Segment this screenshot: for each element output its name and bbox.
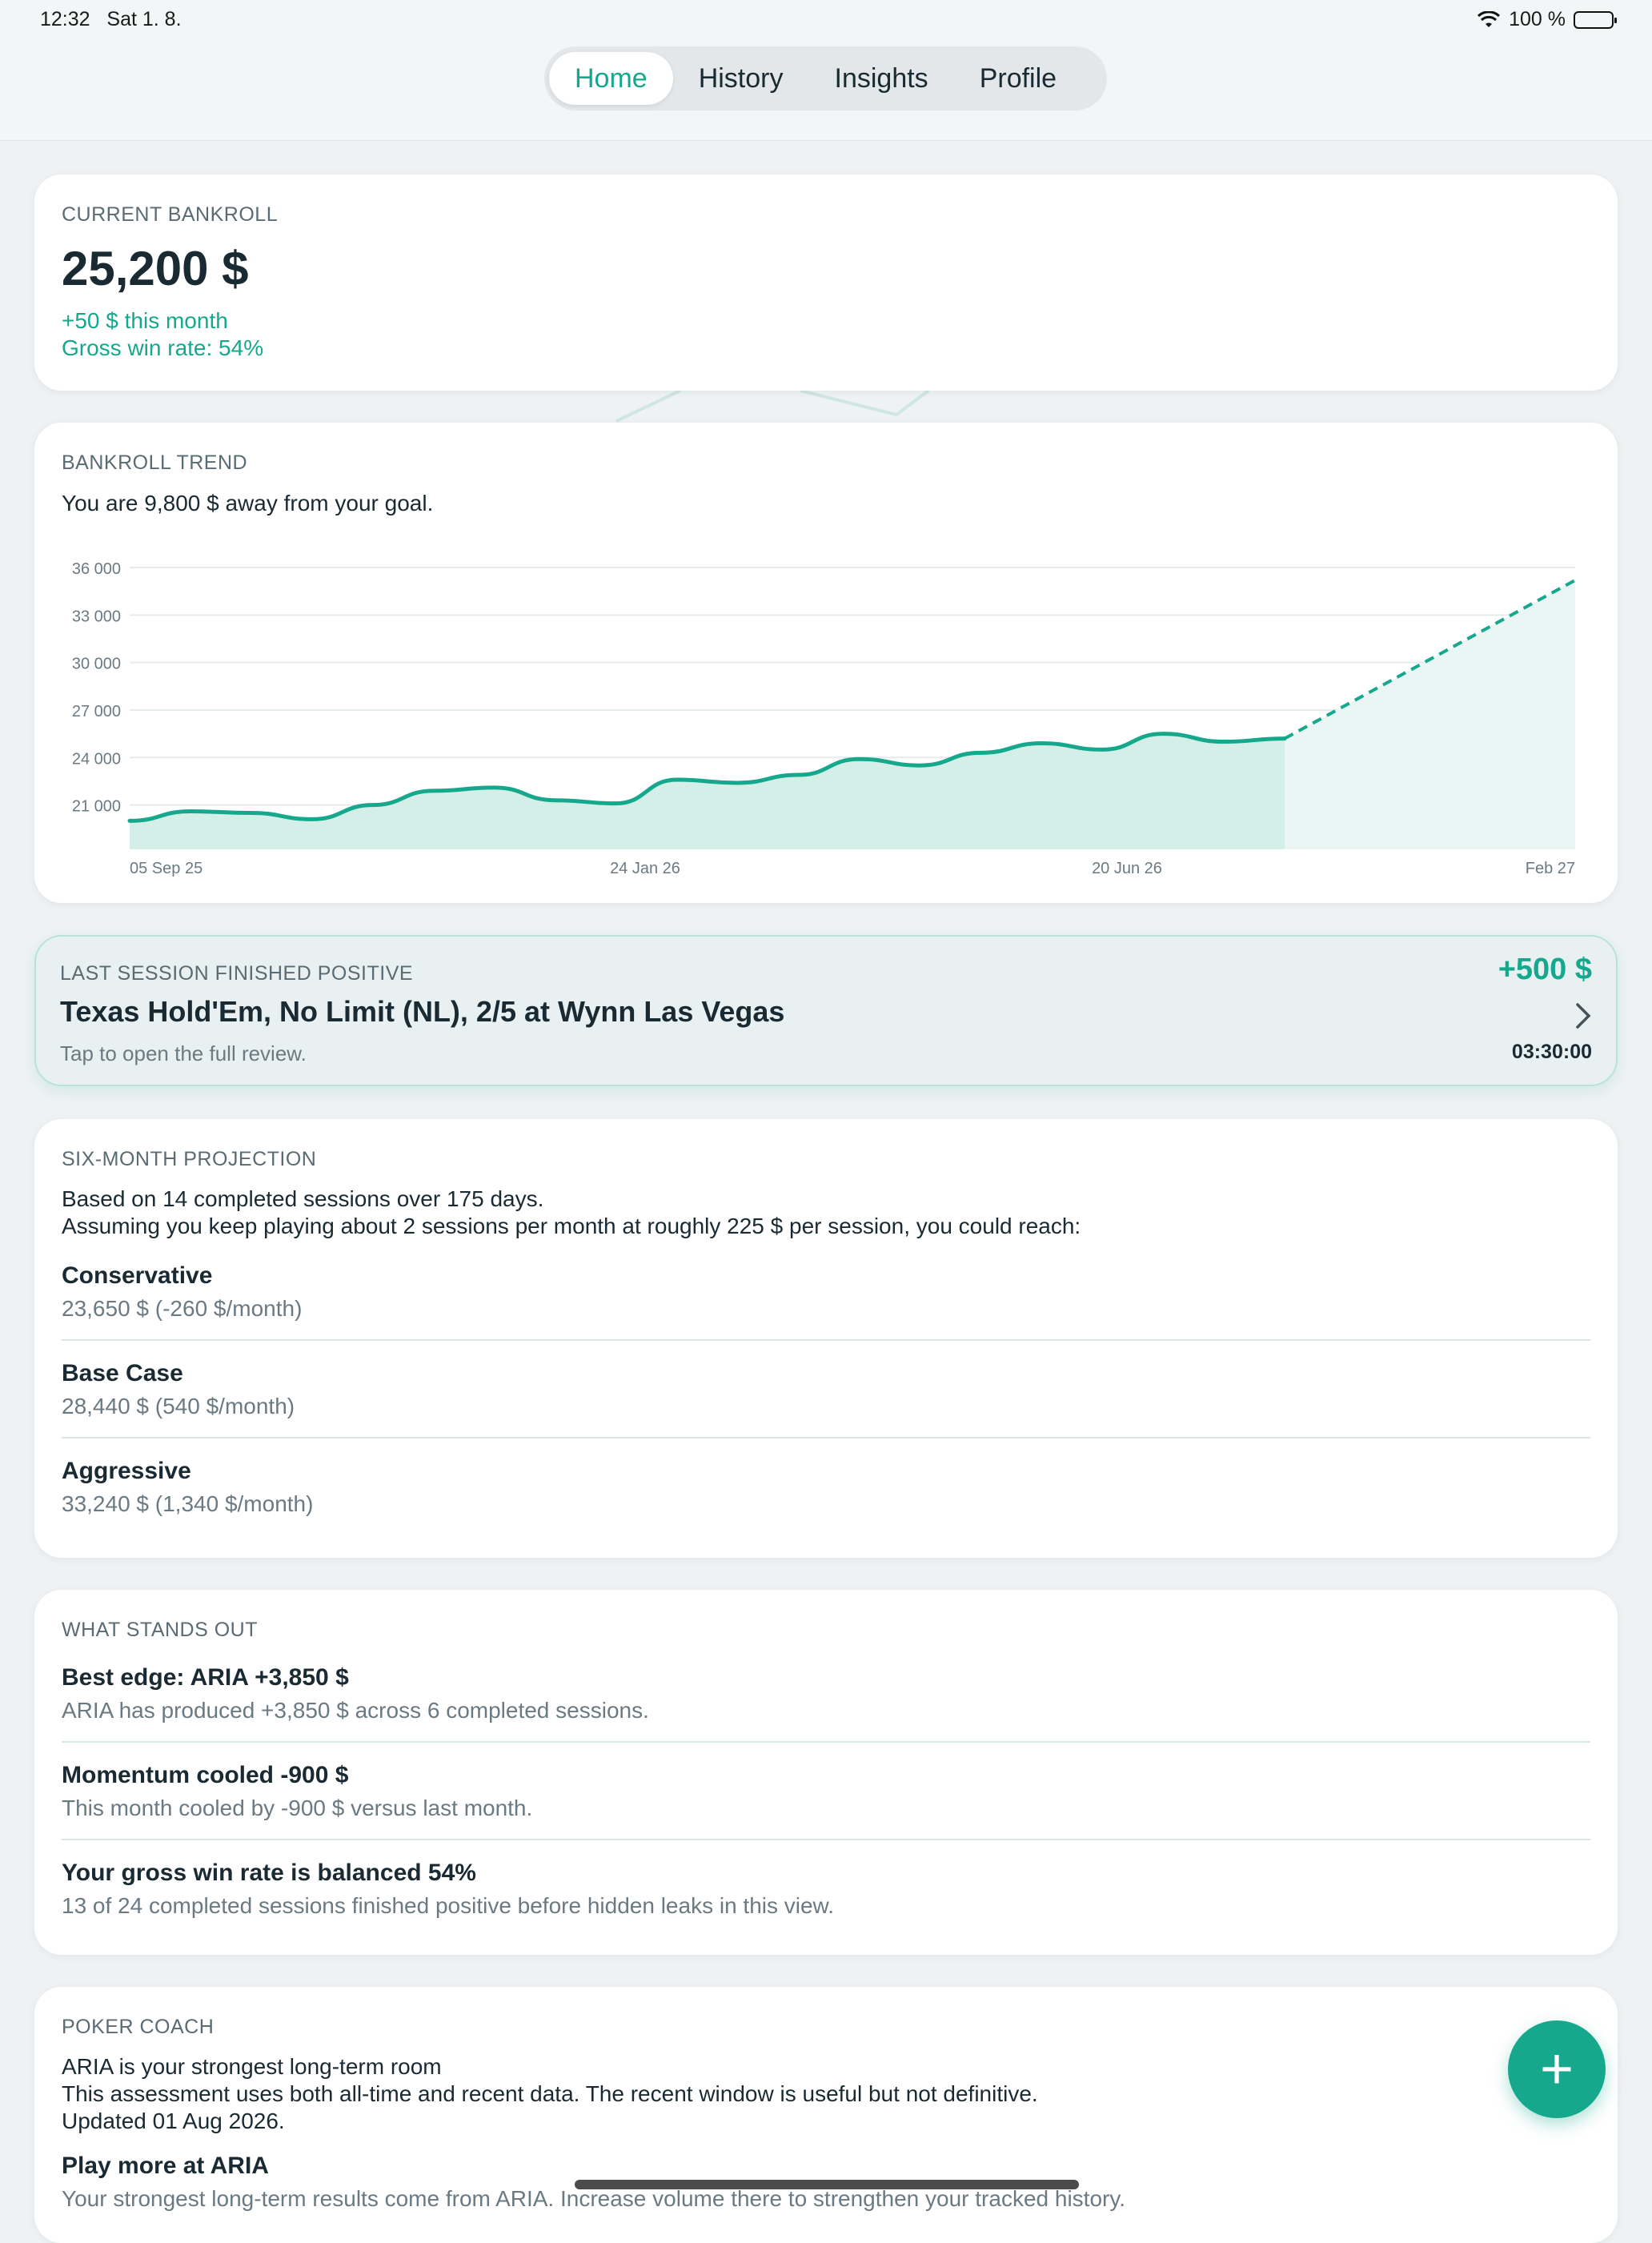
tab-profile[interactable]: Profile xyxy=(979,62,1057,94)
insight-detail: ARIA has produced +3,850 $ across 6 comp… xyxy=(62,1698,649,1723)
projection-line xyxy=(1284,579,1576,740)
tab-history[interactable]: History xyxy=(698,62,784,94)
battery-icon xyxy=(1574,10,1617,29)
bankroll-amount: 25,200 $ xyxy=(62,242,249,295)
current-bankroll-card[interactable]: CURRENT BANKROLL 25,200 $ +50 $ this mon… xyxy=(34,175,1618,391)
add-session-button[interactable]: + xyxy=(1508,2020,1606,2118)
history-area xyxy=(130,733,1285,849)
x-tick-label: 05 Sep 25 xyxy=(130,860,202,877)
y-tick-label: 36 000 xyxy=(72,560,121,578)
projection-area xyxy=(1285,580,1575,849)
divider xyxy=(62,1339,1590,1341)
insights-label: WHAT STANDS OUT xyxy=(62,1619,258,1641)
status-clock: 12:32 xyxy=(40,8,90,30)
projection-item-title: Conservative xyxy=(62,1262,213,1289)
last-session-card[interactable]: LAST SESSION FINISHED POSITIVE Texas Hol… xyxy=(34,935,1618,1086)
history-line xyxy=(127,732,1287,823)
last-session-label: LAST SESSION FINISHED POSITIVE xyxy=(60,962,414,985)
y-tick-label: 30 000 xyxy=(72,656,121,673)
wifi-icon xyxy=(1478,10,1501,27)
last-session-title: Texas Hold'Em, No Limit (NL), 2/5 at Wyn… xyxy=(60,995,785,1028)
insight-detail: 13 of 24 completed sessions finished pos… xyxy=(62,1893,835,1918)
trend-label: BANKROLL TREND xyxy=(62,451,248,474)
status-right: 100 % xyxy=(1477,8,1617,31)
x-tick-label: Feb 27 xyxy=(1526,860,1575,877)
bankroll-month-change: +50 $ this month xyxy=(62,308,228,333)
projection-item-title: Base Case xyxy=(62,1360,183,1386)
coach-line-3: Updated 01 Aug 2026. xyxy=(62,2109,285,2133)
trend-subtitle: You are 9,800 $ away from your goal. xyxy=(62,491,434,516)
main-tab-bar: Home History Insights Profile xyxy=(544,46,1107,110)
divider xyxy=(62,1741,1590,1743)
background-decoration xyxy=(615,391,930,423)
insight-title: Best edge: ARIA +3,850 $ xyxy=(62,1664,349,1691)
last-session-duration: 03:30:00 xyxy=(1511,1041,1592,1063)
projection-item-detail: 23,650 $ (-260 $/month) xyxy=(62,1296,303,1321)
divider xyxy=(62,1839,1590,1840)
poker-coach-card: POKER COACH ARIA is your strongest long-… xyxy=(34,1987,1618,2243)
chevron-right-icon[interactable] xyxy=(1574,999,1592,1037)
projection-line-1: Based on 14 completed sessions over 175 … xyxy=(62,1186,544,1211)
tab-home[interactable]: Home xyxy=(549,52,673,105)
projection-item-aggressive: Aggressive 33,240 $ (1,340 $/month) xyxy=(62,1458,1590,1517)
bankroll-trend-chart: 36 000 33 000 30 000 27 000 24 000 21 000 05 S… xyxy=(72,560,1576,877)
divider xyxy=(62,1437,1590,1438)
coach-tip-detail: Your strongest long-term results come fr… xyxy=(62,2186,1126,2211)
projection-item-base-case: Base Case 28,440 $ (540 $/month) xyxy=(62,1360,1590,1419)
projection-label: SIX-MONTH PROJECTION xyxy=(62,1148,317,1170)
status-time: 12:32 Sat 1. 8. xyxy=(40,8,182,31)
tab-insights[interactable]: Insights xyxy=(834,62,928,94)
home-indicator xyxy=(575,2180,1079,2189)
coach-label: POKER COACH xyxy=(62,2016,215,2038)
y-tick-label: 27 000 xyxy=(72,703,121,720)
bankroll-label: CURRENT BANKROLL xyxy=(62,203,279,226)
plus-icon: + xyxy=(1539,2037,1574,2101)
coach-line-2: This assessment uses both all-time and r… xyxy=(62,2081,1038,2106)
battery-percent: 100 % xyxy=(1509,8,1566,30)
x-tick-label: 20 Jun 26 xyxy=(1092,860,1162,877)
y-tick-label: 24 000 xyxy=(72,750,121,768)
bankroll-trend-card: 36 000 33 000 30 000 27 000 24 000 21 000 05 S… xyxy=(34,423,1618,903)
insight-item: Best edge: ARIA +3,850 $ ARIA has produc… xyxy=(62,1664,1590,1723)
projection-item-title: Aggressive xyxy=(62,1458,191,1484)
projection-line-2: Assuming you keep playing about 2 sessio… xyxy=(62,1214,1081,1238)
projection-basis: Based on 14 completed sessions over 175 … xyxy=(62,1186,1590,1240)
projection-item-detail: 33,240 $ (1,340 $/month) xyxy=(62,1491,314,1516)
coach-summary: ARIA is your strongest long-term room Th… xyxy=(62,2053,1590,2135)
insight-title: Momentum cooled -900 $ xyxy=(62,1762,349,1788)
insight-item: Your gross win rate is balanced 54% 13 o… xyxy=(62,1860,1590,1919)
y-tick-label: 33 000 xyxy=(72,608,121,625)
last-session-amount: +500 $ xyxy=(1498,953,1592,986)
status-date: Sat 1. 8. xyxy=(106,8,182,30)
coach-tip-title: Play more at ARIA xyxy=(62,2153,269,2179)
insight-detail: This month cooled by -900 $ versus last … xyxy=(62,1796,533,1820)
insight-item: Momentum cooled -900 $ This month cooled… xyxy=(62,1762,1590,1821)
what-stands-out-card: WHAT STANDS OUT Best edge: ARIA +3,850 $… xyxy=(34,1590,1618,1955)
six-month-projection-card: SIX-MONTH PROJECTION Based on 14 complet… xyxy=(34,1119,1618,1558)
y-tick-label: 21 000 xyxy=(72,798,121,816)
projection-item-detail: 28,440 $ (540 $/month) xyxy=(62,1394,295,1418)
status-bar: 12:32 Sat 1. 8. 100 % xyxy=(0,0,1652,40)
last-session-hint: Tap to open the full review. xyxy=(60,1041,307,1065)
top-header: Home History Insights Profile xyxy=(0,0,1652,141)
x-tick-label: 24 Jan 26 xyxy=(610,860,680,877)
bankroll-win-rate: Gross win rate: 54% xyxy=(62,335,264,360)
projection-item-conservative: Conservative 23,650 $ (-260 $/month) xyxy=(62,1262,1590,1322)
insight-title: Your gross win rate is balanced 54% xyxy=(62,1860,476,1886)
coach-line-1: ARIA is your strongest long-term room xyxy=(62,2054,442,2079)
